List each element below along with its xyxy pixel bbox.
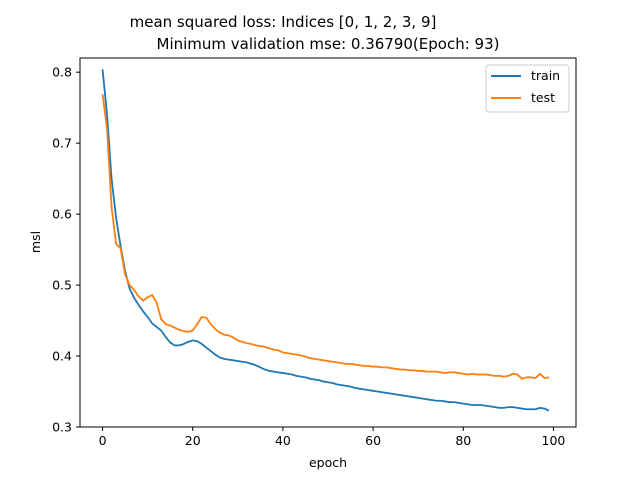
x-tick-label: 0 <box>99 433 107 448</box>
axes-frame <box>79 57 577 428</box>
y-tick-label: 0.7 <box>52 136 72 151</box>
x-axis-ticks: 0 20 40 60 80 100 <box>99 427 566 448</box>
chart-title-line-1: mean squared loss: Indices [0, 1, 2, 3, … <box>130 13 437 31</box>
x-axis-label: epoch <box>309 455 347 470</box>
legend: train test <box>485 64 570 113</box>
y-tick-label: 0.5 <box>52 278 72 293</box>
legend-label-test: test <box>531 90 555 105</box>
y-tick-label: 0.6 <box>52 207 72 222</box>
x-tick-label: 100 <box>542 433 566 448</box>
legend-label-train: train <box>531 68 560 83</box>
y-axis-label: msl <box>28 231 43 253</box>
chart-title-line-2: Minimum validation mse: 0.36790(Epoch: 9… <box>157 35 500 53</box>
y-axis-ticks: 0.3 0.4 0.5 0.6 0.7 0.8 <box>52 65 80 435</box>
plot-area <box>101 69 550 412</box>
x-tick-label: 60 <box>365 433 381 448</box>
y-tick-label: 0.8 <box>52 65 72 80</box>
x-tick-label: 80 <box>455 433 471 448</box>
series-line-train <box>101 69 550 412</box>
x-tick-label: 20 <box>185 433 201 448</box>
y-tick-label: 0.3 <box>52 420 72 435</box>
y-tick-label: 0.4 <box>52 349 72 364</box>
x-tick-label: 40 <box>275 433 291 448</box>
series-line-test <box>101 94 550 380</box>
